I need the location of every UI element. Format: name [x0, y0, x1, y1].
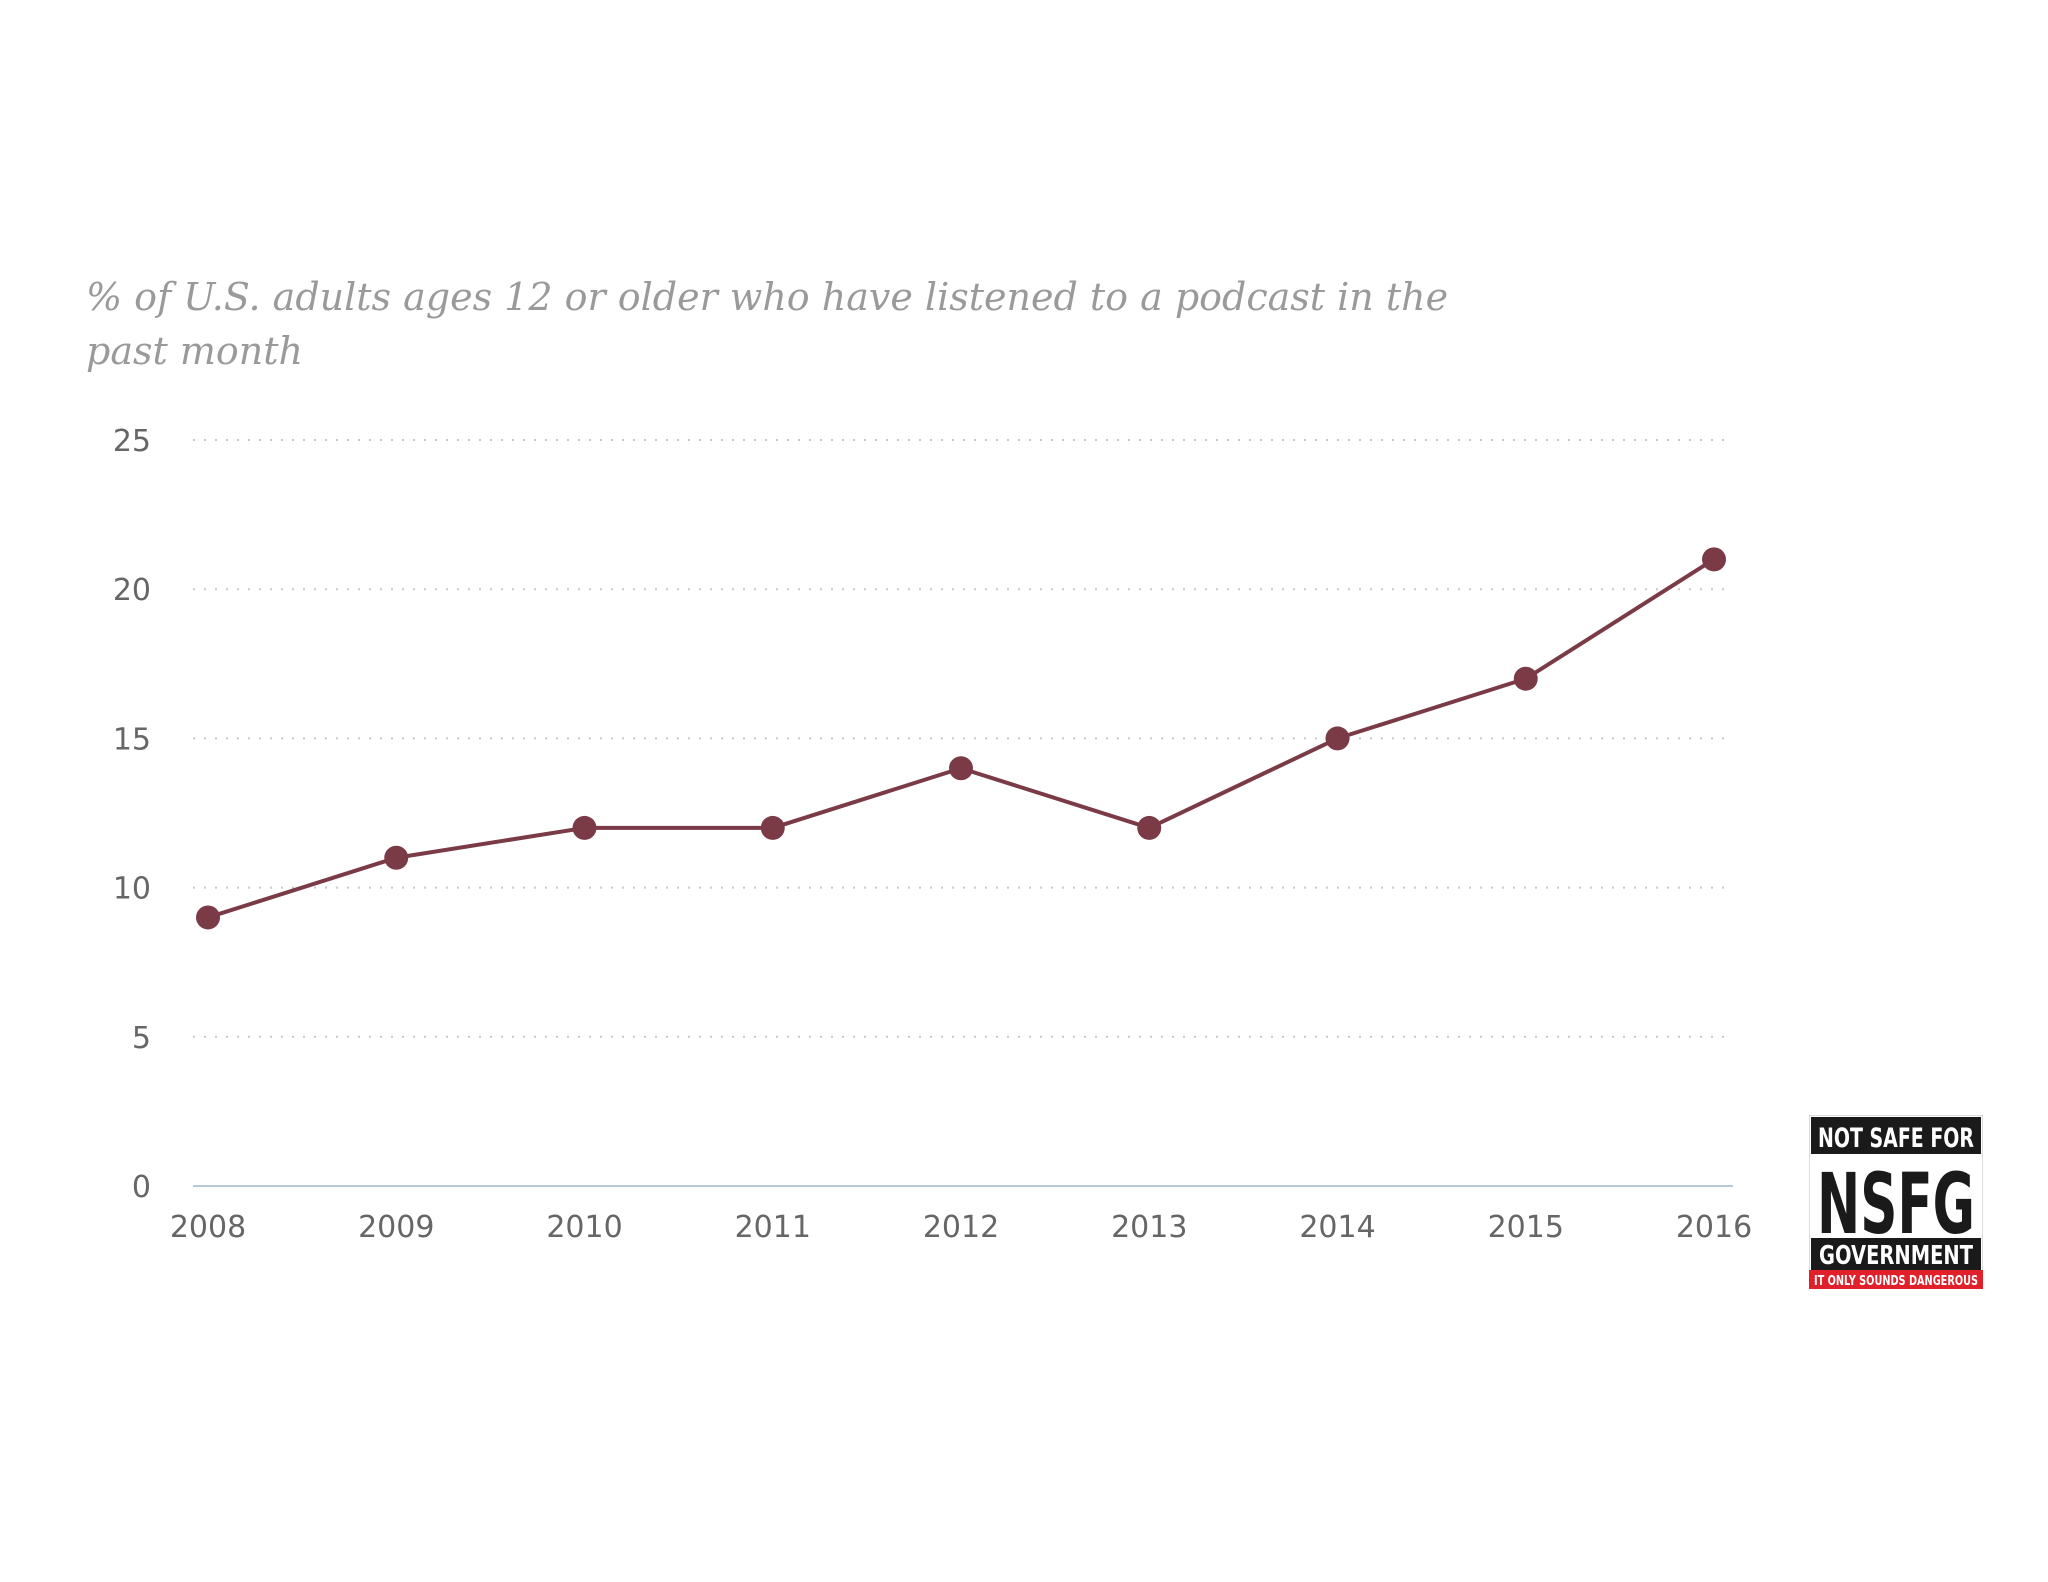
x-tick-label: 2016 [1676, 1210, 1752, 1245]
chart-title: % of U.S. adults ages 12 or older who ha… [86, 275, 1449, 373]
x-axis-ticks: 2008 2009 2010 2011 2012 2013 2014 2015 2016 [170, 1210, 1752, 1245]
x-tick-label: 2013 [1111, 1210, 1187, 1245]
y-tick-label: 15 [113, 722, 151, 757]
nsfg-logo: NOT SAFE FOR NSFG GOVERNMENT IT ONLY SOU… [1809, 1115, 1983, 1289]
data-point-2015 [1513, 666, 1538, 691]
data-point-2016 [1702, 547, 1726, 572]
data-point-2011 [760, 815, 785, 840]
x-tick-label: 2009 [358, 1210, 434, 1245]
data-point-2009 [384, 845, 409, 870]
y-tick-label: 0 [132, 1170, 151, 1205]
x-tick-label: 2011 [735, 1210, 811, 1245]
logo-top-text: NOT SAFE FOR [1818, 1123, 1974, 1154]
series-layer [207, 557, 1716, 920]
data-point-2013 [1137, 815, 1162, 840]
logo-main-text: NSFG [1817, 1155, 1975, 1253]
data-point-2008 [196, 905, 220, 930]
gridlines [193, 439, 1733, 1187]
y-tick-label: 25 [113, 424, 151, 459]
data-point-2014 [1325, 726, 1350, 751]
x-tick-label: 2015 [1488, 1210, 1564, 1245]
y-tick-label: 20 [113, 573, 151, 608]
x-tick-label: 2012 [923, 1210, 999, 1245]
y-axis-ticks: 0 5 10 15 20 25 [113, 424, 151, 1205]
x-tick-label: 2014 [1299, 1210, 1375, 1245]
logo-bottom-text: GOVERNMENT [1819, 1241, 1973, 1271]
x-tick-label: 2010 [546, 1210, 622, 1245]
data-point-2012 [949, 756, 973, 781]
logo-tagline: IT ONLY SOUNDS DANGEROUS [1814, 1274, 1978, 1289]
series-line [207, 557, 1716, 920]
data-point-2010 [572, 815, 597, 840]
y-tick-label: 10 [113, 872, 151, 907]
x-tick-label: 2008 [170, 1210, 246, 1245]
y-tick-label: 5 [132, 1021, 151, 1056]
data-points [196, 547, 1726, 930]
